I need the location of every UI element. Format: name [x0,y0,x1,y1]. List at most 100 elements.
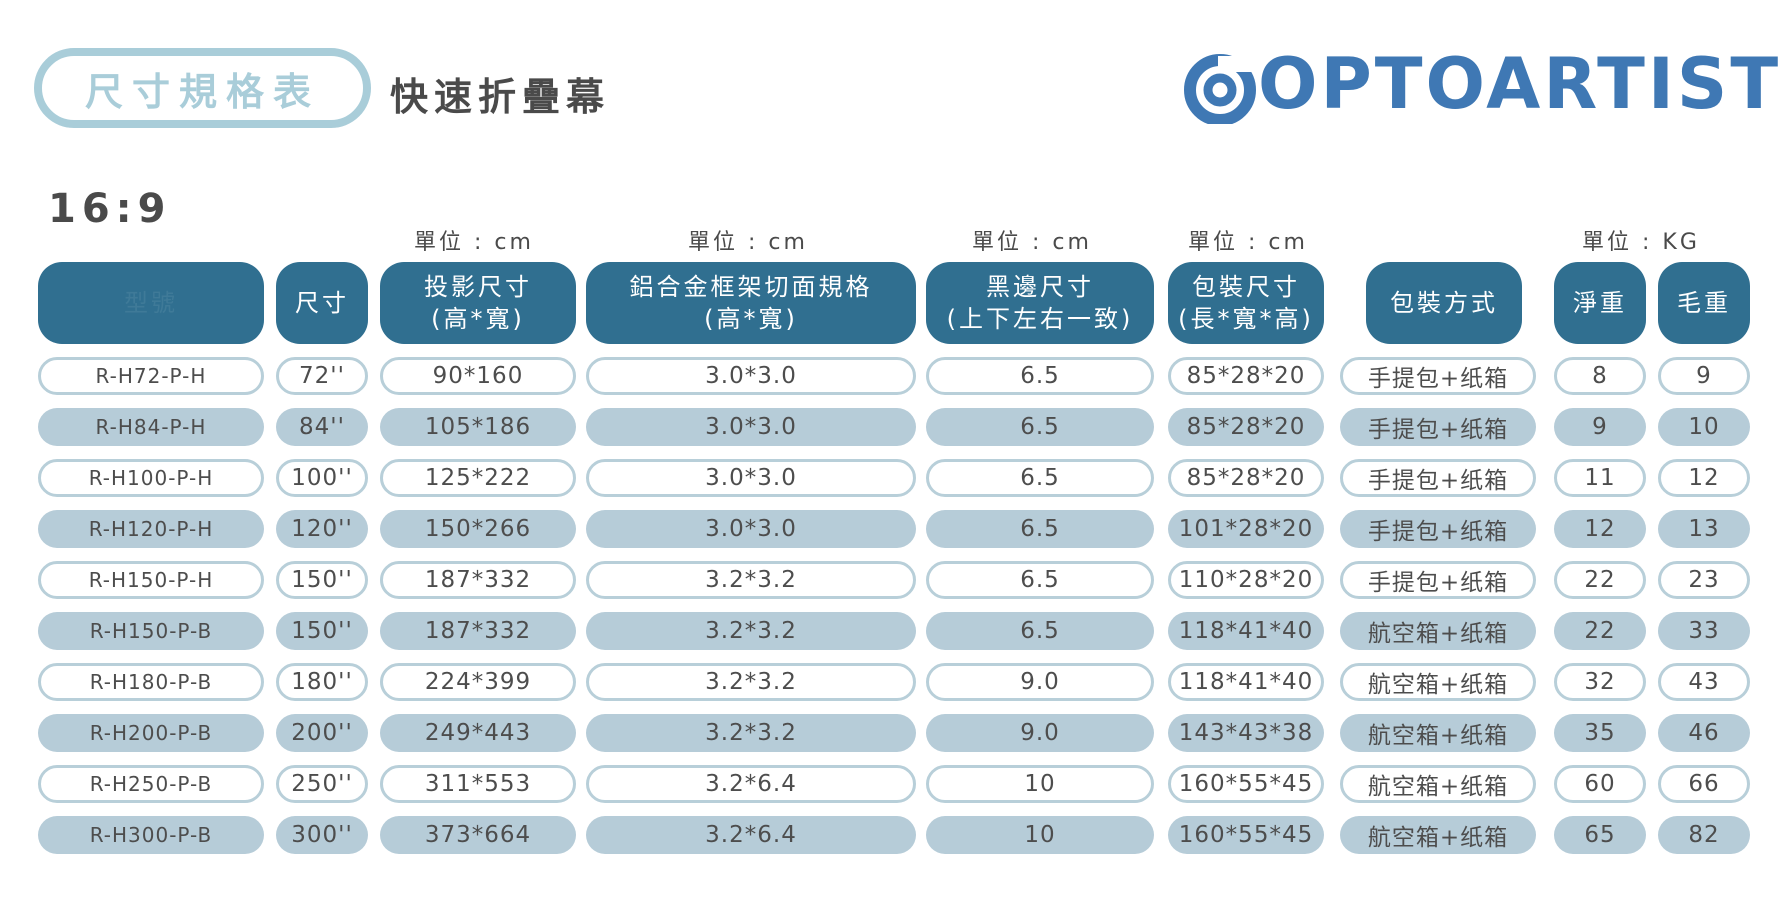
cell-size: 84'' [276,408,368,446]
cell-gross: 13 [1658,510,1750,548]
unit-projection: 單位 : cm [414,230,534,255]
cell-package: 85*28*20 [1168,459,1324,497]
cell-package: 160*55*45 [1168,765,1324,803]
cell-model: R-H300-P-B [38,816,264,854]
cell-model: R-H150-P-H [38,561,264,599]
cell-size: 200'' [276,714,368,752]
cell-border: 6.5 [926,510,1154,548]
cell-projection: 150*266 [380,510,576,548]
cell-frame: 3.2*3.2 [586,663,916,701]
header-frame: 鋁合金框架切面規格 (高*寬) [586,262,916,344]
cell-projection: 224*399 [380,663,576,701]
cell-packing: 航空箱+纸箱 [1340,714,1536,752]
page-subtitle: 快速折疊幕 [390,75,611,119]
header-packing-label: 包裝方式 [1390,289,1498,317]
aspect-ratio-label: 16:9 [48,186,172,232]
unit-weight: 單位 : KG [1582,230,1700,255]
cell-frame: 3.2*6.4 [586,816,916,854]
cell-frame: 3.0*3.0 [586,357,916,395]
cell-model: R-H180-P-B [38,663,264,701]
header-net-weight: 淨重 [1554,262,1646,344]
header-size-label: 尺寸 [295,289,349,317]
cell-packing: 手提包+纸箱 [1340,408,1536,446]
header-frame-line2: (高*寬) [704,305,798,333]
cell-gross: 66 [1658,765,1750,803]
cell-net: 8 [1554,357,1646,395]
cell-packing: 手提包+纸箱 [1340,459,1536,497]
brand-logo: OPTOARTIST [1180,44,1778,124]
cell-model: R-H150-P-B [38,612,264,650]
cell-net: 9 [1554,408,1646,446]
cell-net: 22 [1554,612,1646,650]
cell-border: 6.5 [926,612,1154,650]
cell-net: 11 [1554,459,1646,497]
cell-model: R-H200-P-B [38,714,264,752]
cell-frame: 3.2*3.2 [586,612,916,650]
cell-projection: 249*443 [380,714,576,752]
cell-projection: 187*332 [380,561,576,599]
cell-model: R-H120-P-H [38,510,264,548]
cell-projection: 373*664 [380,816,576,854]
cell-border: 6.5 [926,561,1154,599]
cell-projection: 311*553 [380,765,576,803]
cell-model: R-H72-P-H [38,357,264,395]
cell-package: 160*55*45 [1168,816,1324,854]
cell-net: 60 [1554,765,1646,803]
cell-border: 6.5 [926,408,1154,446]
header-net-weight-label: 淨重 [1573,289,1627,317]
cell-size: 150'' [276,612,368,650]
cell-frame: 3.2*3.2 [586,714,916,752]
header-gross-weight-label: 毛重 [1677,289,1731,317]
cell-gross: 33 [1658,612,1750,650]
unit-frame: 單位 : cm [688,230,808,255]
cell-size: 250'' [276,765,368,803]
cell-border: 6.5 [926,357,1154,395]
logo-wordmark: OPTOARTIST [1258,43,1782,125]
cell-model: R-H84-P-H [38,408,264,446]
cell-package: 85*28*20 [1168,408,1324,446]
cell-gross: 43 [1658,663,1750,701]
cell-gross: 12 [1658,459,1750,497]
cell-packing: 航空箱+纸箱 [1340,816,1536,854]
cell-size: 150'' [276,561,368,599]
cell-net: 12 [1554,510,1646,548]
header-projection: 投影尺寸 (高*寬) [380,262,576,344]
unit-package: 單位 : cm [1188,230,1308,255]
cell-packing: 航空箱+纸箱 [1340,765,1536,803]
cell-gross: 9 [1658,357,1750,395]
cell-packing: 手提包+纸箱 [1340,357,1536,395]
cell-size: 120'' [276,510,368,548]
header-border-line1: 黑邊尺寸 [986,273,1094,301]
header-package-line1: 包裝尺寸 [1192,273,1300,301]
cell-projection: 90*160 [380,357,576,395]
cell-border: 9.0 [926,663,1154,701]
cell-package: 118*41*40 [1168,663,1324,701]
cell-frame: 3.2*3.2 [586,561,916,599]
cell-border: 10 [926,765,1154,803]
cell-projection: 187*332 [380,612,576,650]
cell-package: 101*28*20 [1168,510,1324,548]
cell-frame: 3.0*3.0 [586,408,916,446]
header-projection-line2: (高*寬) [431,305,525,333]
header-packing: 包裝方式 [1366,262,1522,344]
swirl-logo-icon [1184,54,1262,124]
cell-package: 118*41*40 [1168,612,1324,650]
cell-projection: 125*222 [380,459,576,497]
cell-packing: 手提包+纸箱 [1340,510,1536,548]
unit-border: 單位 : cm [972,230,1092,255]
cell-net: 22 [1554,561,1646,599]
header-model: 型號 [38,262,264,344]
cell-packing: 航空箱+纸箱 [1340,663,1536,701]
header-projection-line1: 投影尺寸 [424,273,532,301]
cell-net: 35 [1554,714,1646,752]
header-model-label: 型號 [124,289,178,317]
cell-frame: 3.2*6.4 [586,765,916,803]
cell-package: 85*28*20 [1168,357,1324,395]
header-package-line2: (長*寬*高) [1178,305,1314,333]
header-package: 包裝尺寸 (長*寬*高) [1168,262,1324,344]
cell-package: 110*28*20 [1168,561,1324,599]
cell-size: 100'' [276,459,368,497]
header-gross-weight: 毛重 [1658,262,1750,344]
cell-gross: 23 [1658,561,1750,599]
cell-frame: 3.0*3.0 [586,510,916,548]
